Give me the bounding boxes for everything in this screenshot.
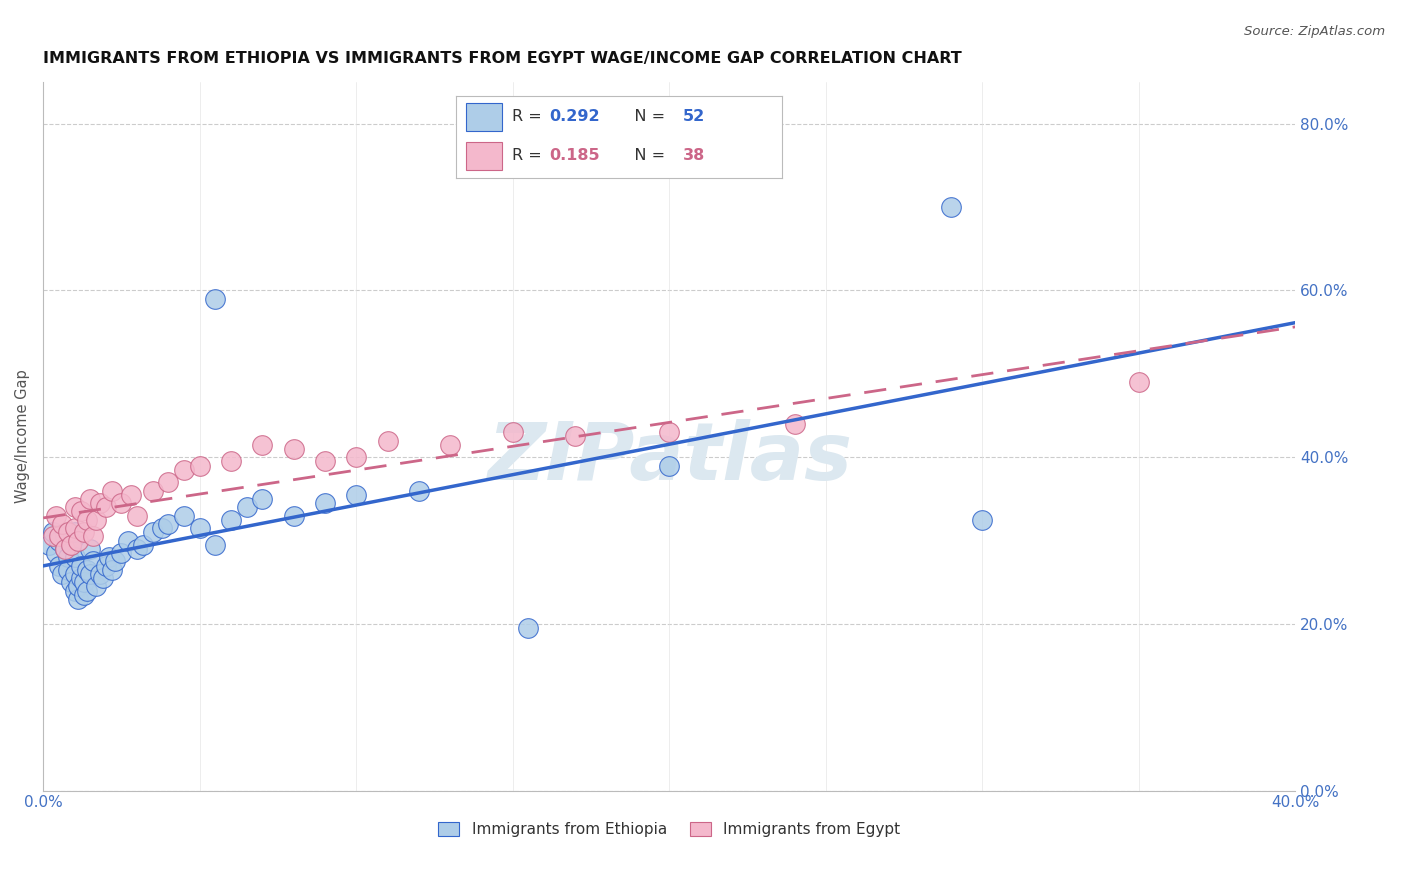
Point xyxy=(344,488,367,502)
Point xyxy=(157,475,180,490)
Point xyxy=(73,525,96,540)
Point xyxy=(283,508,305,523)
Point xyxy=(150,521,173,535)
Point xyxy=(66,591,89,606)
Point xyxy=(76,583,98,598)
Point xyxy=(58,550,80,565)
Point xyxy=(314,496,336,510)
Point xyxy=(783,417,806,431)
Point xyxy=(972,513,994,527)
Point xyxy=(564,429,586,443)
Point xyxy=(157,516,180,531)
Point xyxy=(53,541,76,556)
Point xyxy=(51,566,73,581)
Point xyxy=(63,583,86,598)
Point xyxy=(101,563,124,577)
Point xyxy=(51,516,73,531)
Point xyxy=(173,508,195,523)
Text: Source: ZipAtlas.com: Source: ZipAtlas.com xyxy=(1244,25,1385,38)
Point xyxy=(69,571,91,585)
Legend: Immigrants from Ethiopia, Immigrants from Egypt: Immigrants from Ethiopia, Immigrants fro… xyxy=(432,816,907,843)
Point xyxy=(76,513,98,527)
Point xyxy=(188,458,211,473)
Point xyxy=(63,500,86,515)
Text: ZIPatlas: ZIPatlas xyxy=(486,418,852,497)
Point xyxy=(408,483,430,498)
Point xyxy=(79,541,101,556)
Point xyxy=(76,563,98,577)
Point xyxy=(48,529,70,543)
Point xyxy=(101,483,124,498)
Point xyxy=(86,579,108,593)
Point xyxy=(79,566,101,581)
Point xyxy=(127,541,149,556)
Point xyxy=(41,529,63,543)
Point xyxy=(97,550,120,565)
Text: IMMIGRANTS FROM ETHIOPIA VS IMMIGRANTS FROM EGYPT WAGE/INCOME GAP CORRELATION CH: IMMIGRANTS FROM ETHIOPIA VS IMMIGRANTS F… xyxy=(44,51,962,66)
Point xyxy=(204,538,226,552)
Point xyxy=(66,579,89,593)
Point xyxy=(439,438,461,452)
Point xyxy=(60,538,83,552)
Point xyxy=(91,571,114,585)
Point xyxy=(63,525,86,540)
Point xyxy=(939,200,962,214)
Point xyxy=(94,558,117,573)
Point xyxy=(89,566,111,581)
Point xyxy=(132,538,155,552)
Point xyxy=(41,525,63,540)
Point xyxy=(86,513,108,527)
Point xyxy=(219,513,242,527)
Point xyxy=(58,525,80,540)
Point xyxy=(142,483,165,498)
Point xyxy=(94,500,117,515)
Y-axis label: Wage/Income Gap: Wage/Income Gap xyxy=(15,369,30,503)
Point xyxy=(53,541,76,556)
Point xyxy=(45,546,67,560)
Point xyxy=(73,575,96,590)
Point xyxy=(66,533,89,548)
Point xyxy=(314,454,336,468)
Point xyxy=(502,425,524,440)
Point xyxy=(219,454,242,468)
Point xyxy=(38,538,60,552)
Point xyxy=(89,496,111,510)
Point xyxy=(658,458,681,473)
Point xyxy=(517,621,540,635)
Point xyxy=(69,504,91,518)
Point xyxy=(73,588,96,602)
Point xyxy=(110,496,132,510)
Point xyxy=(173,463,195,477)
Point xyxy=(252,438,274,452)
Point xyxy=(658,425,681,440)
Point xyxy=(82,529,104,543)
Point xyxy=(142,525,165,540)
Point xyxy=(1128,375,1150,389)
Point xyxy=(63,521,86,535)
Point xyxy=(60,575,83,590)
Point xyxy=(48,533,70,548)
Point xyxy=(235,500,257,515)
Point xyxy=(110,546,132,560)
Point xyxy=(58,563,80,577)
Point xyxy=(79,491,101,506)
Point xyxy=(82,554,104,568)
Point xyxy=(104,554,127,568)
Point xyxy=(127,508,149,523)
Point xyxy=(69,558,91,573)
Point xyxy=(60,538,83,552)
Point xyxy=(63,566,86,581)
Point xyxy=(120,488,142,502)
Point xyxy=(204,292,226,306)
Point xyxy=(117,533,139,548)
Point xyxy=(377,434,399,448)
Point xyxy=(283,442,305,456)
Point xyxy=(48,558,70,573)
Point xyxy=(53,529,76,543)
Point xyxy=(63,550,86,565)
Point xyxy=(344,450,367,465)
Point xyxy=(188,521,211,535)
Point xyxy=(252,491,274,506)
Point xyxy=(45,508,67,523)
